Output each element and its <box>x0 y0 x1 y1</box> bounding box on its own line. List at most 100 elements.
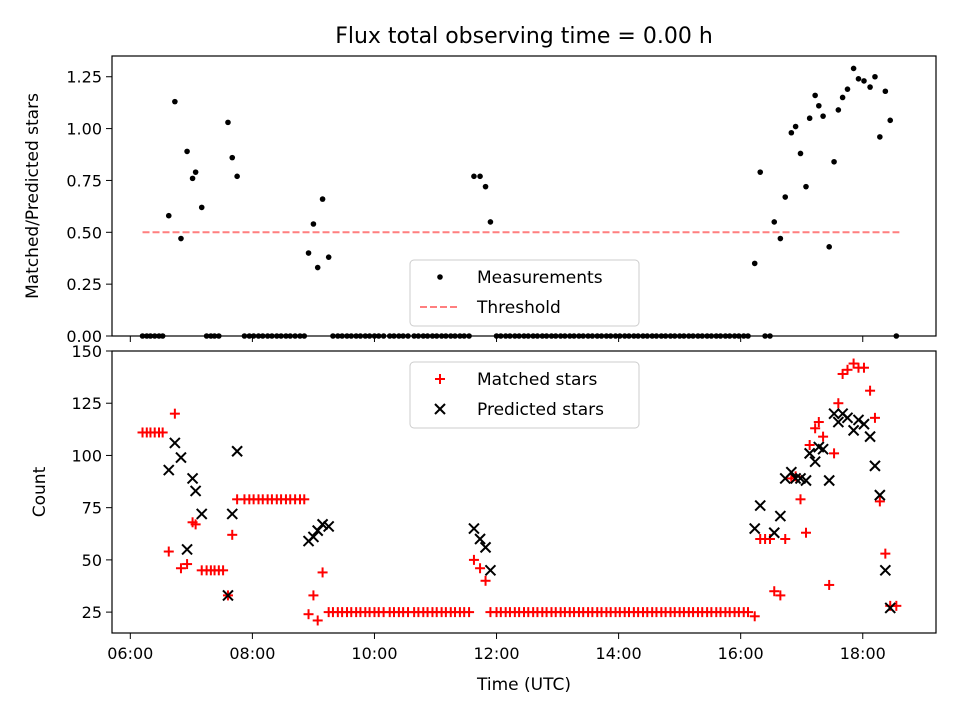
measurement-point <box>471 173 477 180</box>
bottom-panel: 25 50 75 100 125 150 06:00 08:00 10:00 12:00 14:0… <box>30 342 937 695</box>
predicted-star-point <box>307 531 320 543</box>
measurement-point <box>305 250 312 256</box>
legend-predicted-label: Predicted stars <box>477 400 604 420</box>
matched-star-point <box>749 611 760 622</box>
predicted-star-point <box>316 518 329 531</box>
predicted-star-point <box>231 445 243 457</box>
measurement-point <box>826 244 832 250</box>
measurement-point <box>487 219 494 225</box>
bottom-x-tick-label: 16:00 <box>718 644 764 663</box>
predicted-star-point-b <box>316 518 329 531</box>
legend-x-glyph <box>434 403 446 415</box>
predicted-star-point <box>196 508 208 520</box>
legend-measurements-marker <box>437 274 443 280</box>
bottom-y-axis-label: Count <box>30 466 50 517</box>
bottom-x-tick-label: 06:00 <box>107 644 153 663</box>
top-y-tick-label: 0.75 <box>66 171 102 190</box>
top-panel: 0.00 0.25 0.50 0.75 1.00 1.25 Matched/Predict… <box>23 55 937 346</box>
predicted-star-point-b <box>196 508 208 520</box>
predicted-star-point-b <box>847 424 860 437</box>
bottom-y-tick-label: 150 <box>71 342 102 361</box>
matched-star-point <box>317 567 328 578</box>
predicted-star-point-b <box>879 564 892 577</box>
predicted-star-point-b <box>231 445 243 457</box>
matched-star-point <box>810 423 821 434</box>
bottom-y-tick-label: 100 <box>71 446 102 465</box>
top-y-tick-label: 0.50 <box>66 223 102 242</box>
matched-star-point <box>468 554 479 565</box>
predicted-star-point <box>175 451 187 464</box>
predicted-star-point-b <box>817 443 829 455</box>
predicted-star-point-b <box>222 589 234 602</box>
measurement-point <box>861 78 867 84</box>
predicted-star-point <box>222 589 234 602</box>
bottom-x-axis-ticks: 06:00 08:00 10:00 12:00 14:00 16:00 18:00 <box>107 633 886 663</box>
measurement-point <box>229 154 236 161</box>
measurement-point <box>792 123 799 130</box>
measurement-point <box>855 76 862 82</box>
predicted-star-point <box>785 466 798 478</box>
matched-star-point <box>775 590 786 601</box>
matched-star-point <box>308 590 319 601</box>
measurement-point <box>192 169 199 175</box>
predicted-star-point <box>832 416 845 428</box>
predicted-star-point <box>774 510 787 522</box>
measurement-point <box>882 88 889 95</box>
top-legend-box <box>409 259 640 327</box>
predicted-star-point <box>474 533 486 545</box>
matched-star-point <box>182 559 193 570</box>
predicted-star-point <box>847 424 860 437</box>
matched-star-point <box>780 534 791 544</box>
matched-star-point <box>869 412 880 423</box>
predicted-star-point <box>484 564 497 577</box>
predicted-star-point <box>858 418 870 430</box>
legend-predicted-marker <box>434 403 446 415</box>
measurement-point <box>877 134 883 140</box>
matched-star-point <box>880 548 891 559</box>
predicted-star-point <box>768 527 780 539</box>
measurement-point <box>172 98 178 105</box>
matched-star-point <box>218 565 229 576</box>
predicted-star-point-b <box>800 474 812 487</box>
predicted-star-point <box>803 447 816 460</box>
measurement-point <box>310 221 317 227</box>
predicted-star-point <box>869 460 881 472</box>
predicted-star-point-b <box>474 533 486 545</box>
measurement-point <box>757 169 764 175</box>
top-y-tick-label: 1.25 <box>66 68 102 87</box>
bottom-y-tick-label: 50 <box>82 551 102 570</box>
measurement-point <box>178 235 184 242</box>
predicted-star-point-b <box>841 412 854 424</box>
matched-star-point <box>824 579 835 590</box>
matched-star-point <box>480 575 491 586</box>
bottom-axes-frame <box>111 350 937 634</box>
predicted-star-point <box>874 489 886 501</box>
matched-star-point <box>833 398 844 409</box>
measurement-point <box>314 264 321 271</box>
chart-title: Flux total observing time = 0.00 h <box>335 24 713 49</box>
bottom-x-tick-label: 14:00 <box>596 644 642 663</box>
predicted-star-point-b <box>785 466 798 478</box>
matched-star-point <box>858 362 869 373</box>
measurement-point <box>198 204 205 211</box>
measurement-point <box>234 173 240 180</box>
measurement-point <box>165 212 172 219</box>
bottom-x-tick-label: 08:00 <box>229 644 275 663</box>
predicted-star-point-b <box>858 418 870 430</box>
legend-threshold-label: Threshold <box>476 298 561 318</box>
matched-star-point <box>874 496 885 507</box>
measurement-point <box>844 86 851 92</box>
top-y-axis-label: Matched/Predicted stars <box>23 93 43 299</box>
matched-star-point <box>769 586 780 597</box>
predicted-star-point-b <box>828 407 840 420</box>
predicted-star-point-b <box>874 489 886 501</box>
legend-matched-marker <box>435 374 445 384</box>
predicted-star-point <box>884 602 896 614</box>
legend-measurements-label: Measurements <box>477 268 603 288</box>
legend-matched-label: Matched stars <box>477 370 597 390</box>
measurement-point <box>803 183 809 190</box>
matched-star-point <box>303 609 314 620</box>
measurement-point <box>477 173 483 180</box>
predicted-star-point <box>163 464 175 476</box>
